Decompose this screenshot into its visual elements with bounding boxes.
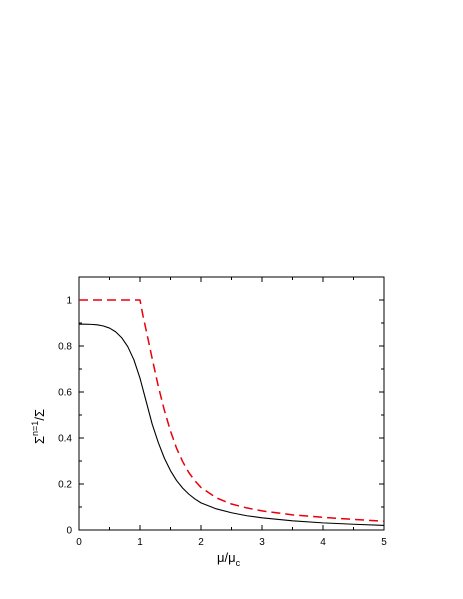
x-axis-label-subscript: c [236,558,241,568]
plot-frame [78,276,385,531]
y-axis-ticks: 0 0.2 0.4 0.6 0.8 1 [58,276,384,537]
y-tick-label: 0.2 [58,480,72,491]
y-tick-label: 0.6 [58,388,72,399]
y-axis-label: Σn=1/Σ [30,409,47,444]
y-axis-label-symbol: Σ [32,436,47,444]
x-tick-label: 2 [198,537,204,548]
x-tick-label: 0 [76,537,82,548]
y-axis-label-denominator: /Σ [32,409,47,421]
x-tick-label: 5 [381,537,387,548]
x-tick-label: 3 [259,537,265,548]
y-tick-label: 0.8 [58,342,72,353]
x-axis-ticks: 0 1 2 3 4 5 [76,277,387,548]
y-axis-label-superscript: n=1 [30,421,40,436]
y-tick-label: 1 [66,296,72,307]
series-line-dashed [79,299,385,523]
y-tick-label: 0.4 [58,434,72,445]
x-tick-label: 4 [320,537,326,548]
x-axis-label-main: μ/μ [217,550,236,565]
x-axis-label: μ/μc [217,550,241,568]
series-layer [79,299,385,526]
y-tick-label: 0 [66,526,72,537]
series-line-solid [79,323,385,526]
x-tick-label: 1 [137,537,143,548]
